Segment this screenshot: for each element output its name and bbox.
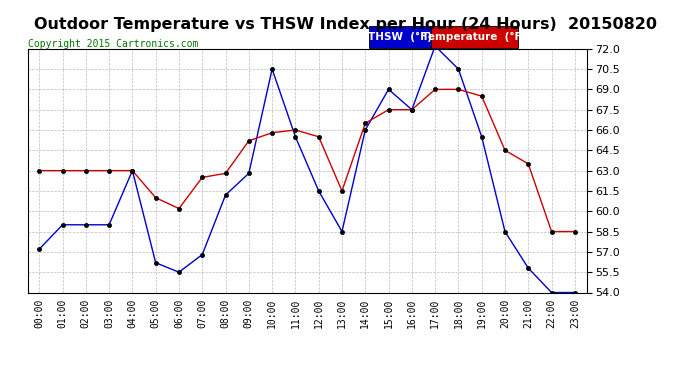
Text: Copyright 2015 Cartronics.com: Copyright 2015 Cartronics.com xyxy=(28,39,198,50)
Text: Temperature  (°F): Temperature (°F) xyxy=(422,32,526,42)
Text: Outdoor Temperature vs THSW Index per Hour (24 Hours)  20150820: Outdoor Temperature vs THSW Index per Ho… xyxy=(34,17,656,32)
Text: THSW  (°F): THSW (°F) xyxy=(368,32,432,42)
